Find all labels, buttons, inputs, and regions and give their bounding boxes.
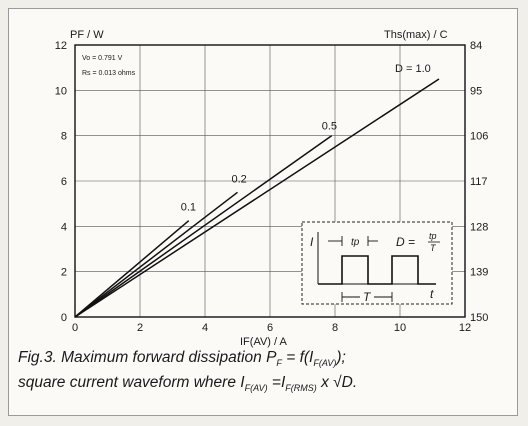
y-tick-label-right: 128 xyxy=(470,221,488,233)
y-tick-label-right: 150 xyxy=(470,312,488,324)
x-tick-label: 6 xyxy=(267,322,273,334)
x-tick-label: 10 xyxy=(394,322,406,334)
tick-labels: 0 2 4 6 8 10 12 0 150 2 139 4 128 6 117 8 106 10 95 12 84 xyxy=(55,40,489,334)
y-tick-label-left: 2 xyxy=(61,267,67,279)
parameter-vo: Vo = 0.791 V xyxy=(82,55,123,62)
parameter-rs: Rs = 0.013 ohms xyxy=(82,70,136,77)
figure-frame xyxy=(8,8,518,416)
figure-caption: Fig.3. Maximum forward dissipation PF = … xyxy=(18,348,518,398)
series-lines xyxy=(74,78,440,318)
inset-box xyxy=(301,221,453,305)
y-axis-title-left: PF / W xyxy=(70,29,104,41)
inset-pulse-train xyxy=(318,255,436,285)
x-tick-label: 4 xyxy=(202,322,208,334)
series-label: D = 1.0 xyxy=(395,63,431,75)
x-tick-label: 2 xyxy=(137,322,143,334)
y-tick-label-left: 0 xyxy=(61,312,67,324)
inset-tp-label: tp xyxy=(351,237,360,248)
series-line xyxy=(74,220,190,318)
x-tick-label: 0 xyxy=(72,322,78,334)
y-tick-label-right: 84 xyxy=(470,40,482,52)
y-tick-label-right: 95 xyxy=(470,85,482,97)
y-tick-label-left: 4 xyxy=(61,221,67,233)
plot-border xyxy=(74,44,466,318)
inset-formula-denominator: T xyxy=(430,243,437,253)
inset-formula-lhs: D = xyxy=(396,235,415,249)
y-tick-label-right: 117 xyxy=(470,176,488,188)
series-line xyxy=(74,191,238,318)
y-tick-label-left: 6 xyxy=(61,176,67,188)
y-tick-label-left: 10 xyxy=(55,85,67,97)
y-tick-label-left: 8 xyxy=(61,131,67,143)
series-label: 0.1 xyxy=(181,202,196,214)
y-tick-label-right: 139 xyxy=(470,267,488,279)
inset-y-label: I xyxy=(310,235,314,249)
inset-period-label: T xyxy=(363,290,372,304)
inset-time-label: t xyxy=(430,287,434,301)
series-line xyxy=(74,78,440,318)
y-tick-label-right: 106 xyxy=(470,131,488,143)
y-axis-title-right: Ths(max) / C xyxy=(384,29,448,41)
inset-formula-numerator: tp xyxy=(429,231,437,241)
series-labels: 0.1 0.2 0.5 D = 1.0 xyxy=(181,63,431,214)
series-label: 0.5 xyxy=(322,121,337,133)
caption-line-1: Fig.3. Maximum forward dissipation PF = … xyxy=(18,349,346,369)
series-line xyxy=(74,135,333,318)
x-axis-title: IF(AV) / A xyxy=(240,336,288,348)
x-tick-label: 8 xyxy=(332,322,338,334)
series-label: 0.2 xyxy=(232,173,247,185)
x-tick-label: 12 xyxy=(459,322,471,334)
caption-line-2: square current waveform where IF(AV) =IF… xyxy=(18,374,358,394)
waveform-inset: I tp D = tp T T t xyxy=(301,221,453,305)
y-tick-label-left: 12 xyxy=(55,40,67,52)
